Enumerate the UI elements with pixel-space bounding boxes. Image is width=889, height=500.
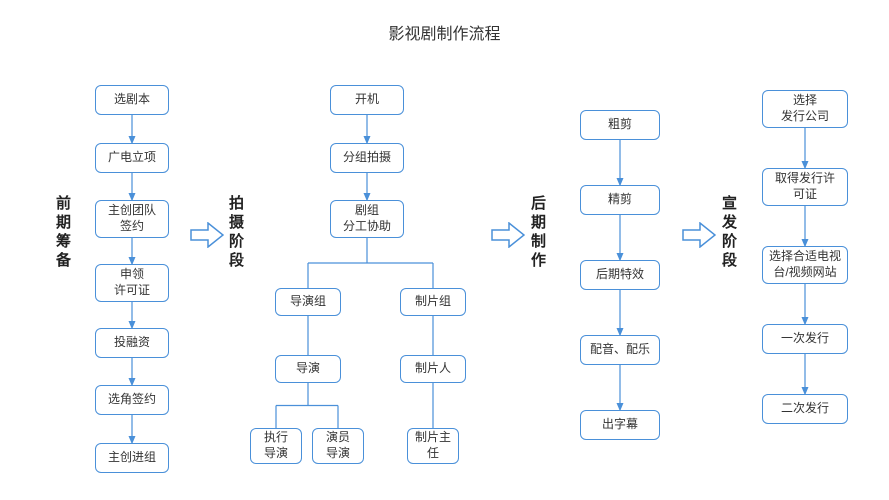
- node-n1-6: 选角签约: [95, 385, 169, 415]
- node-n4-2: 取得发行许可证: [762, 168, 848, 206]
- node-n4-5: 二次发行: [762, 394, 848, 424]
- node-n2-5b: 制片人: [400, 355, 466, 383]
- node-n2-4b: 制片组: [400, 288, 466, 316]
- node-n2-6c: 制片主任: [407, 428, 459, 464]
- node-n1-2: 广电立项: [95, 143, 169, 173]
- stage-label-stage3: 后期制作: [527, 195, 548, 271]
- stage-arrow-arrow-3-4: [682, 222, 716, 253]
- node-n2-6b: 演员导演: [312, 428, 364, 464]
- node-n1-5: 投融资: [95, 328, 169, 358]
- node-n3-5: 出字幕: [580, 410, 660, 440]
- node-n1-1: 选剧本: [95, 85, 169, 115]
- node-n1-3: 主创团队签约: [95, 200, 169, 238]
- edge-layer: [0, 0, 889, 500]
- node-n2-5a: 导演: [275, 355, 341, 383]
- stage-arrow-arrow-2-3: [491, 222, 525, 253]
- node-n4-1: 选择发行公司: [762, 90, 848, 128]
- node-n3-2: 精剪: [580, 185, 660, 215]
- stage-label-stage1: 前期筹备: [52, 195, 73, 271]
- node-n3-3: 后期特效: [580, 260, 660, 290]
- node-n2-4a: 导演组: [275, 288, 341, 316]
- page-title: 影视剧制作流程: [0, 20, 889, 44]
- node-n1-4: 申领许可证: [95, 264, 169, 302]
- node-n3-4: 配音、配乐: [580, 335, 660, 365]
- node-n1-7: 主创进组: [95, 443, 169, 473]
- node-n2-6a: 执行导演: [250, 428, 302, 464]
- stage-arrow-arrow-1-2: [190, 222, 224, 253]
- node-n3-1: 粗剪: [580, 110, 660, 140]
- node-n2-3: 剧组分工协助: [330, 200, 404, 238]
- node-n2-1: 开机: [330, 85, 404, 115]
- node-n4-3: 选择合适电视台/视频网站: [762, 246, 848, 284]
- node-n4-4: 一次发行: [762, 324, 848, 354]
- stage-label-stage2: 拍摄阶段: [225, 195, 246, 271]
- node-n2-2: 分组拍摄: [330, 143, 404, 173]
- stage-label-stage4: 宣发阶段: [718, 195, 739, 271]
